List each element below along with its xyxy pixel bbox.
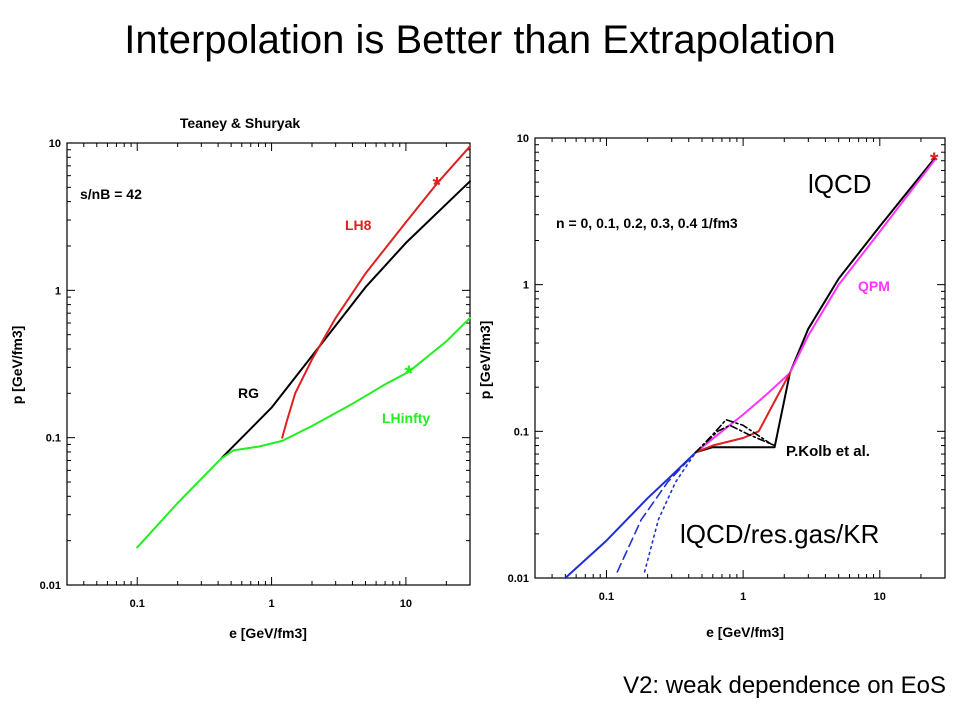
right-label-lqcd: lQCD	[808, 169, 872, 199]
right-chart: 0.1 1 10 0.01 0.1 1 10 * n = 0, 0.1, 0.2, 0.3,…	[477, 133, 946, 640]
right-y-tick-label: 10	[517, 133, 529, 145]
right-xlabel: e [GeV/fm3]	[706, 624, 784, 640]
right-x-tick-label: 1	[740, 591, 746, 603]
left-label-lhinfty: LHinfty	[382, 410, 430, 426]
right-annotation: n = 0, 0.1, 0.2, 0.3, 0.4 1/fm3	[556, 215, 738, 231]
left-series-lh8	[281, 145, 471, 439]
right-plot-frame	[534, 137, 946, 579]
footer-note: V2: weak dependence on EoS	[623, 672, 946, 699]
right-ylabel: p [GeV/fm3]	[477, 321, 493, 400]
left-annotation: s/nB = 42	[80, 186, 142, 202]
right-series-res-gas	[564, 451, 697, 579]
right-y-tick-label: 0.01	[508, 573, 529, 585]
left-ticks: 0.1 1 10 0.01 0.1 1 10	[40, 138, 471, 610]
right-y-tick-label: 1	[523, 280, 529, 292]
right-x-tick-label: 10	[874, 591, 886, 603]
right-label-qpm: QPM	[858, 278, 890, 294]
right-y-tick-label: 0.1	[514, 426, 529, 438]
right-series-res-gas-n-0-4	[643, 451, 697, 573]
right-series-lqcd	[694, 157, 936, 454]
left-x-tick-label: 0.1	[130, 598, 145, 610]
left-y-tick-label: 10	[49, 138, 61, 150]
right-label-kolb: P.Kolb et al.	[786, 443, 870, 460]
left-y-tick-label: 0.1	[46, 433, 61, 445]
left-plot-frame	[66, 142, 471, 586]
left-label-rg: RG	[238, 385, 259, 401]
right-series-res-gas-n-0-2	[616, 451, 697, 573]
left-y-tick-label: 1	[55, 285, 61, 297]
right-series-kolb-n-0-4	[694, 418, 772, 454]
left-chart-title: Teaney & Shuryak	[180, 115, 301, 131]
left-series-rg	[220, 180, 471, 460]
left-ylabel: p [GeV/fm3]	[9, 326, 25, 405]
right-label-resgas: lQCD/res.gas/KR	[680, 519, 879, 549]
left-x-tick-label: 10	[400, 598, 412, 610]
left-series: **	[136, 145, 471, 549]
left-star-marker: *	[404, 361, 413, 386]
left-xlabel: e [GeV/fm3]	[229, 625, 307, 641]
right-ticks: 0.1 1 10 0.01 0.1 1 10	[508, 133, 946, 603]
left-x-tick-label: 1	[269, 598, 275, 610]
right-star-marker: *	[930, 148, 939, 173]
right-series: *	[564, 148, 939, 579]
left-star-marker: *	[433, 173, 442, 198]
slide-title: Interpolation is Better than Extrapolati…	[124, 18, 836, 62]
left-y-tick-label: 0.01	[40, 580, 61, 592]
right-x-tick-label: 0.1	[599, 591, 614, 603]
left-series-lhinfty	[136, 316, 471, 549]
left-label-lh8: LH8	[345, 217, 372, 233]
